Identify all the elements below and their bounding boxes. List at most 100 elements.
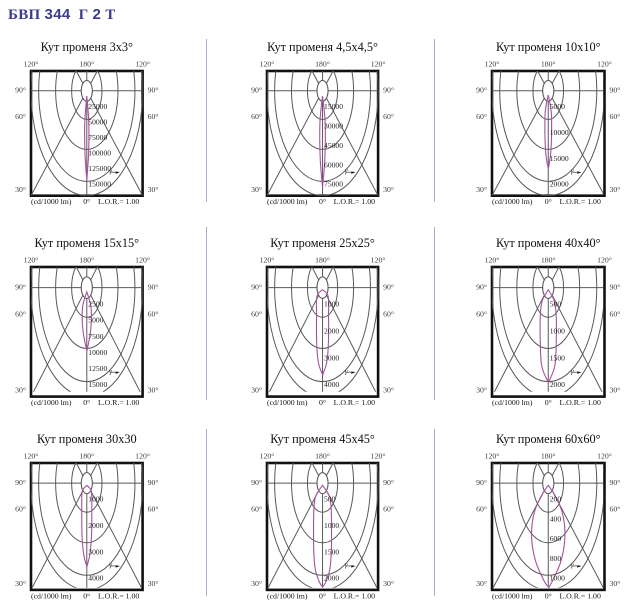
svg-text:500: 500 [550,299,562,308]
svg-text:60°: 60° [383,505,394,514]
svg-text:90°: 90° [610,85,621,94]
svg-text:60°: 60° [610,310,621,319]
svg-text:120°: 120° [24,59,39,68]
svg-text:120°: 120° [597,255,612,264]
svg-text:2500: 2500 [89,299,104,308]
svg-text:180°: 180° [541,255,556,264]
svg-text:60°: 60° [610,112,621,121]
svg-text:120°: 120° [136,451,151,460]
svg-text:180°: 180° [315,255,330,264]
svg-text:60°: 60° [610,505,621,514]
svg-text:L.O.R.= 1.00: L.O.R.= 1.00 [560,197,601,206]
svg-text:45000: 45000 [324,141,343,150]
svg-text:60°: 60° [476,505,487,514]
svg-text:γ: γ [571,561,575,569]
svg-text:1000: 1000 [324,299,339,308]
svg-text:800: 800 [550,554,562,563]
svg-text:2000: 2000 [324,574,339,583]
svg-text:L.O.R.= 1.00: L.O.R.= 1.00 [333,197,374,206]
svg-text:1000: 1000 [550,574,565,583]
svg-text:180°: 180° [541,59,556,68]
svg-text:Кут променя 30x30: Кут променя 30x30 [37,432,137,446]
svg-text:0°: 0° [319,398,326,407]
svg-text:60°: 60° [383,310,394,319]
svg-text:30°: 30° [383,579,394,588]
svg-text:30°: 30° [476,579,487,588]
svg-text:5000: 5000 [550,102,565,111]
svg-text:Кут променя 25x25°: Кут променя 25x25° [270,236,375,250]
svg-text:120°: 120° [259,255,274,264]
svg-text:120°: 120° [136,59,151,68]
svg-text:30000: 30000 [324,121,343,130]
svg-text:120°: 120° [597,59,612,68]
svg-text:30°: 30° [15,579,26,588]
svg-text:Кут променя 3x3°: Кут променя 3x3° [41,40,133,54]
svg-text:90°: 90° [251,85,262,94]
svg-text:600: 600 [550,534,562,543]
svg-text:30°: 30° [610,385,621,394]
svg-text:90°: 90° [251,282,262,291]
svg-text:180°: 180° [315,451,330,460]
svg-text:10000: 10000 [550,128,569,137]
svg-text:90°: 90° [610,478,621,487]
svg-text:3000: 3000 [324,353,339,362]
svg-text:(cd/1000 lm): (cd/1000 lm) [31,591,72,600]
svg-text:180°: 180° [80,255,95,264]
svg-text:L.O.R.= 1.00: L.O.R.= 1.00 [98,197,139,206]
svg-text:60°: 60° [148,310,159,319]
svg-text:90°: 90° [15,85,26,94]
svg-text:Кут променя 4,5x4,5°: Кут променя 4,5x4,5° [267,40,378,54]
svg-text:30°: 30° [610,579,621,588]
svg-text:60°: 60° [15,310,26,319]
svg-text:1000: 1000 [89,495,104,504]
svg-text:L.O.R.= 1.00: L.O.R.= 1.00 [560,591,601,600]
svg-text:90°: 90° [383,85,394,94]
svg-text:60°: 60° [251,112,262,121]
svg-text:120°: 120° [24,255,39,264]
svg-text:60°: 60° [15,112,26,121]
svg-text:30°: 30° [383,385,394,394]
svg-text:0°: 0° [84,398,91,407]
svg-text:60°: 60° [148,505,159,514]
svg-text:(cd/1000 lm): (cd/1000 lm) [492,197,533,206]
svg-text:30°: 30° [251,385,262,394]
svg-text:(cd/1000 lm): (cd/1000 lm) [267,591,308,600]
svg-text:50000: 50000 [89,118,108,127]
svg-text:30°: 30° [476,185,487,194]
svg-text:120°: 120° [485,451,500,460]
svg-text:γ: γ [110,367,114,375]
svg-text:60°: 60° [476,112,487,121]
svg-text:90°: 90° [148,478,159,487]
svg-text:60°: 60° [251,310,262,319]
svg-text:90°: 90° [383,478,394,487]
svg-text:90°: 90° [15,282,26,291]
svg-text:20000: 20000 [550,180,569,189]
svg-text:L.O.R.= 1.00: L.O.R.= 1.00 [333,398,374,407]
svg-text:3000: 3000 [89,547,104,556]
svg-text:10000: 10000 [89,348,108,357]
svg-text:γ: γ [344,167,348,175]
svg-text:180°: 180° [80,59,95,68]
svg-text:30°: 30° [148,185,159,194]
svg-text:25000: 25000 [89,102,108,111]
svg-text:4000: 4000 [324,380,339,389]
svg-text:0°: 0° [545,398,552,407]
svg-text:γ: γ [110,167,114,175]
svg-text:0°: 0° [84,197,91,206]
svg-text:180°: 180° [80,451,95,460]
svg-text:60°: 60° [15,505,26,514]
svg-text:120°: 120° [370,59,385,68]
svg-text:1500: 1500 [550,353,565,362]
svg-text:90°: 90° [148,85,159,94]
svg-text:L.O.R.= 1.00: L.O.R.= 1.00 [98,591,139,600]
svg-text:90°: 90° [251,478,262,487]
svg-text:120°: 120° [370,451,385,460]
svg-text:30°: 30° [148,579,159,588]
svg-text:(cd/1000 lm): (cd/1000 lm) [31,197,72,206]
svg-text:30°: 30° [476,385,487,394]
svg-text:2000: 2000 [550,380,565,389]
svg-text:100000: 100000 [89,149,112,158]
svg-text:90°: 90° [476,85,487,94]
svg-text:1000: 1000 [324,521,339,530]
svg-text:90°: 90° [476,282,487,291]
